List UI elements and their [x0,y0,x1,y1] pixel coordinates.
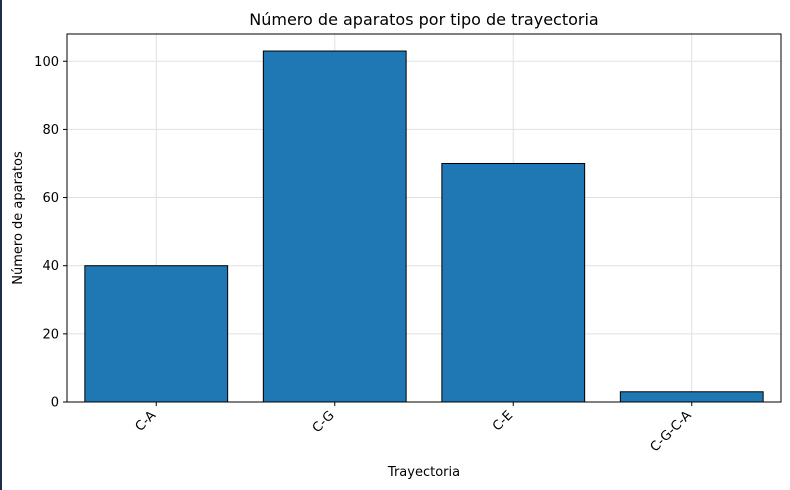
y-axis-ticks: 0 20 40 60 80 100 [34,55,67,411]
x-tick-label: C-E [490,408,516,434]
y-tick-label: 40 [42,259,59,274]
y-tick-label: 0 [51,396,59,411]
y-tick-label: 60 [42,191,59,206]
bar-C-A [84,265,229,403]
x-axis-label: Trayectoria [387,465,460,480]
x-axis-ticks: C-A C-G C-E C-G-C-A [133,402,695,455]
x-tick-label: C-G [310,408,338,436]
chart-title: Número de aparatos por tipo de trayector… [249,10,598,29]
y-tick-label: 20 [42,327,59,342]
x-tick-label: C-A [133,408,160,435]
bar-C-G [262,50,407,403]
x-tick-label: C-G-C-A [648,408,695,455]
bars [84,50,764,403]
plot-frame [66,33,782,403]
y-axis-label: Número de aparatos [11,151,26,285]
y-tick-label: 100 [34,55,59,70]
window-edge [0,0,2,490]
bar-C-E [441,162,586,403]
bar-C-G-C-A [619,391,764,403]
y-tick-label: 80 [42,123,59,138]
